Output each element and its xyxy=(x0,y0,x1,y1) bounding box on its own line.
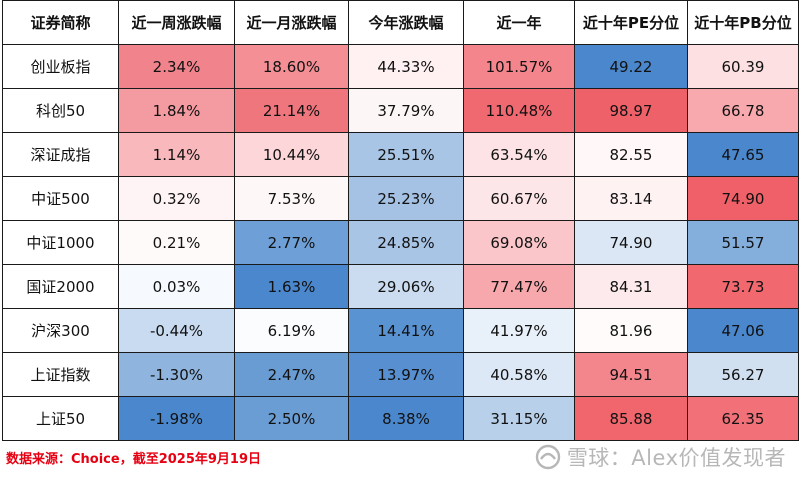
value-cell: 37.79% xyxy=(348,88,464,133)
value-cell: 49.22 xyxy=(574,44,688,89)
table-row: 深证成指 1.14% 10.44% 25.51% 63.54% 82.55 47.65 xyxy=(2,132,799,177)
value-cell: 40.58% xyxy=(463,352,575,397)
value-cell: 94.51 xyxy=(574,352,688,397)
value-cell: 81.96 xyxy=(574,308,688,353)
data-source-note: 数据来源：Choice，截至2025年9月19日 xyxy=(6,452,262,467)
value-cell: 85.88 xyxy=(574,396,688,441)
value-cell: 25.23% xyxy=(348,176,464,221)
value-cell: 110.48% xyxy=(463,88,575,133)
column-header: 今年涨跌幅 xyxy=(348,0,464,45)
value-cell: 2.77% xyxy=(234,220,349,265)
value-cell: 56.27 xyxy=(687,352,799,397)
value-cell: 1.14% xyxy=(118,132,235,177)
value-cell: -1.30% xyxy=(118,352,235,397)
value-cell: 14.41% xyxy=(348,308,464,353)
security-name-cell: 科创50 xyxy=(2,88,119,133)
table-row: 国证2000 0.03% 1.63% 29.06% 77.47% 84.31 73.73 xyxy=(2,264,799,309)
value-cell: 62.35 xyxy=(687,396,799,441)
value-cell: 51.57 xyxy=(687,220,799,265)
table-body: 创业板指 2.34% 18.60% 44.33% 101.57% 49.22 60.39 科创… xyxy=(2,44,799,441)
value-cell: 47.06 xyxy=(687,308,799,353)
index-performance-table: 证券简称 近一周涨跌幅 近一月涨跌幅 今年涨跌幅 近一年 近十年PE分位 近十年PB分位 创… xyxy=(2,0,799,441)
value-cell: 74.90 xyxy=(687,176,799,221)
value-cell: 60.67% xyxy=(463,176,575,221)
table-row: 沪深300 -0.44% 6.19% 14.41% 41.97% 81.96 47.06 xyxy=(2,308,799,353)
value-cell: 13.97% xyxy=(348,352,464,397)
table-header-row: 证券简称 近一周涨跌幅 近一月涨跌幅 今年涨跌幅 近一年 近十年PE分位 近十年PB分位 xyxy=(2,0,799,45)
value-cell: 0.21% xyxy=(118,220,235,265)
security-name-cell: 中证1000 xyxy=(2,220,119,265)
column-header: 近十年PE分位 xyxy=(574,0,688,45)
value-cell: 24.85% xyxy=(348,220,464,265)
value-cell: 69.08% xyxy=(463,220,575,265)
column-header: 近十年PB分位 xyxy=(687,0,799,45)
value-cell: 1.63% xyxy=(234,264,349,309)
value-cell: 41.97% xyxy=(463,308,575,353)
value-cell: 1.84% xyxy=(118,88,235,133)
table-row: 创业板指 2.34% 18.60% 44.33% 101.57% 49.22 60.39 xyxy=(2,44,799,89)
value-cell: 98.97 xyxy=(574,88,688,133)
value-cell: 47.65 xyxy=(687,132,799,177)
value-cell: 2.47% xyxy=(234,352,349,397)
value-cell: 21.14% xyxy=(234,88,349,133)
value-cell: 63.54% xyxy=(463,132,575,177)
watermark: 雪球：Alex价值发现者 xyxy=(535,442,786,472)
value-cell: 77.47% xyxy=(463,264,575,309)
watermark-text: 雪球：Alex价值发现者 xyxy=(566,446,786,470)
table-row: 科创50 1.84% 21.14% 37.79% 110.48% 98.97 66.78 xyxy=(2,88,799,133)
value-cell: 74.90 xyxy=(574,220,688,265)
value-cell: 10.44% xyxy=(234,132,349,177)
value-cell: 0.32% xyxy=(118,176,235,221)
column-header: 证券简称 xyxy=(2,0,119,45)
security-name-cell: 上证指数 xyxy=(2,352,119,397)
value-cell: 73.73 xyxy=(687,264,799,309)
value-cell: 6.19% xyxy=(234,308,349,353)
value-cell: 60.39 xyxy=(687,44,799,89)
value-cell: 29.06% xyxy=(348,264,464,309)
table-row: 中证1000 0.21% 2.77% 24.85% 69.08% 74.90 51.57 xyxy=(2,220,799,265)
value-cell: 31.15% xyxy=(463,396,575,441)
column-header: 近一周涨跌幅 xyxy=(118,0,235,45)
value-cell: 8.38% xyxy=(348,396,464,441)
security-name-cell: 中证500 xyxy=(2,176,119,221)
security-name-cell: 上证50 xyxy=(2,396,119,441)
value-cell: 83.14 xyxy=(574,176,688,221)
security-name-cell: 创业板指 xyxy=(2,44,119,89)
value-cell: -0.44% xyxy=(118,308,235,353)
value-cell: -1.98% xyxy=(118,396,235,441)
table-row: 上证指数 -1.30% 2.47% 13.97% 40.58% 94.51 56.27 xyxy=(2,352,799,397)
value-cell: 0.03% xyxy=(118,264,235,309)
value-cell: 25.51% xyxy=(348,132,464,177)
value-cell: 2.50% xyxy=(234,396,349,441)
security-name-cell: 深证成指 xyxy=(2,132,119,177)
table-row: 中证500 0.32% 7.53% 25.23% 60.67% 83.14 74.90 xyxy=(2,176,799,221)
column-header: 近一月涨跌幅 xyxy=(234,0,349,45)
snowball-logo-icon xyxy=(535,444,561,470)
column-header: 近一年 xyxy=(463,0,575,45)
value-cell: 66.78 xyxy=(687,88,799,133)
value-cell: 2.34% xyxy=(118,44,235,89)
value-cell: 101.57% xyxy=(463,44,575,89)
table-row: 上证50 -1.98% 2.50% 8.38% 31.15% 85.88 62.35 xyxy=(2,396,799,441)
security-name-cell: 国证2000 xyxy=(2,264,119,309)
value-cell: 18.60% xyxy=(234,44,349,89)
value-cell: 84.31 xyxy=(574,264,688,309)
value-cell: 7.53% xyxy=(234,176,349,221)
value-cell: 44.33% xyxy=(348,44,464,89)
value-cell: 82.55 xyxy=(574,132,688,177)
security-name-cell: 沪深300 xyxy=(2,308,119,353)
